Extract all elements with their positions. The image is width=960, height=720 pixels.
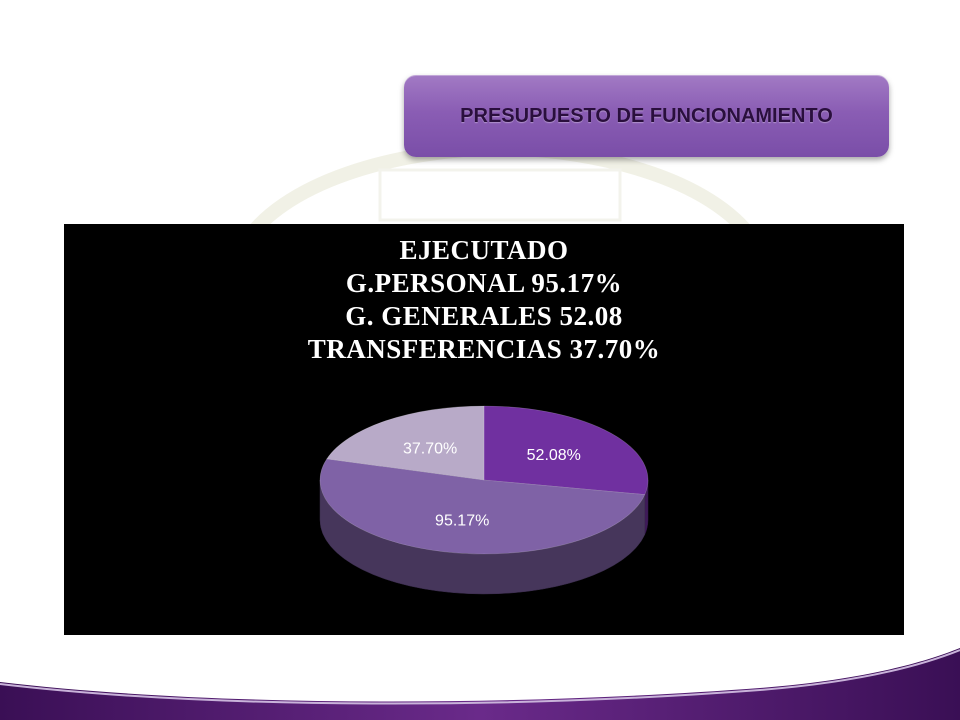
chart-title-line-2: G.PERSONAL 95.17% bbox=[345, 268, 623, 298]
pie-slice-0 bbox=[483, 405, 649, 495]
bottom-swoosh bbox=[0, 648, 960, 720]
chart-title-line-3: G. GENERALES 52.08 bbox=[345, 301, 623, 331]
chart-panel: EJECUTADO G.PERSONAL 95.17% G. GENERALES… bbox=[64, 224, 904, 635]
pie-slice-2 bbox=[326, 405, 485, 481]
pie-slice-1 bbox=[319, 458, 646, 555]
pie-data-label-2: 37.70% bbox=[403, 440, 457, 457]
title-box: PRESUPUESTO DE FUNCIONAMIENTO bbox=[404, 75, 889, 157]
pie-data-label-1: 95.17% bbox=[435, 512, 489, 529]
chart-title-line-4: TRANSFERENCIAS 37.70% bbox=[307, 334, 661, 364]
chart-title: EJECUTADO G.PERSONAL 95.17% G. GENERALES… bbox=[64, 234, 904, 366]
pie-chart: 52.08% 95.17% 37.70% bbox=[319, 405, 649, 595]
slide-title: PRESUPUESTO DE FUNCIONAMIENTO bbox=[460, 104, 833, 127]
chart-title-line-1: EJECUTADO bbox=[399, 235, 569, 265]
pie-data-label-0: 52.08% bbox=[527, 447, 581, 464]
